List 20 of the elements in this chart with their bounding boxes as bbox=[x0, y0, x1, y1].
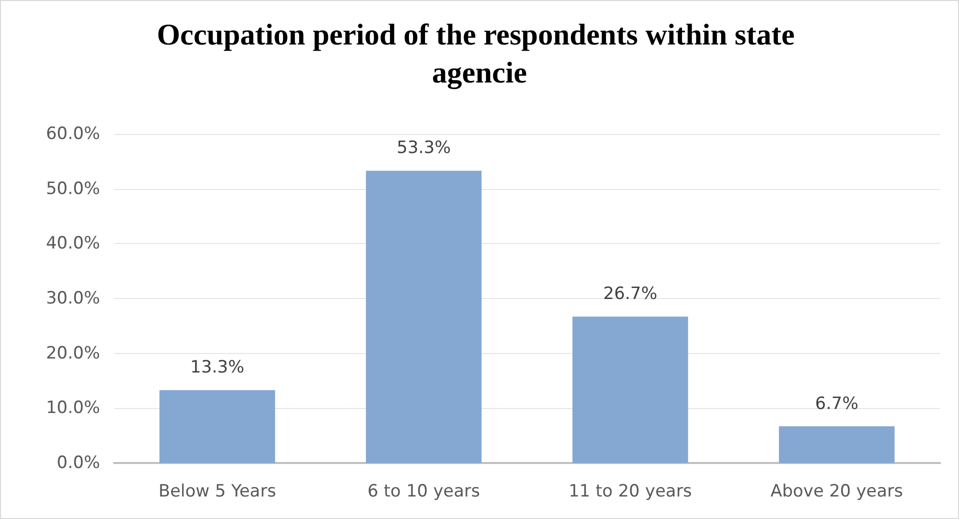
bar bbox=[572, 316, 688, 463]
bar bbox=[778, 426, 895, 463]
data-label: 53.3% bbox=[396, 138, 451, 158]
x-tick-label: 11 to 20 years bbox=[568, 482, 692, 502]
y-tick-label: 40.0% bbox=[46, 234, 100, 254]
y-tick-label: 50.0% bbox=[46, 178, 100, 199]
x-tick-label: Below 5 Years bbox=[158, 482, 276, 502]
data-label: 13.3% bbox=[190, 358, 244, 378]
y-tick-label: 60.0% bbox=[46, 124, 100, 144]
y-tick-label: 10.0% bbox=[46, 398, 100, 418]
chart-title: Occupation period of the respondents within state agencie bbox=[156, 18, 802, 90]
y-tick-label: 30.0% bbox=[46, 288, 100, 308]
data-label: 26.7% bbox=[603, 284, 658, 304]
x-tick-label: 6 to 10 years bbox=[367, 482, 480, 502]
y-tick-label: 0.0% bbox=[56, 453, 100, 473]
y-tick-label: 20.0% bbox=[46, 343, 100, 364]
data-label: 6.7% bbox=[815, 394, 858, 414]
bar bbox=[159, 390, 276, 463]
x-tick-label: Above 20 years bbox=[770, 482, 904, 502]
bar bbox=[366, 170, 482, 463]
